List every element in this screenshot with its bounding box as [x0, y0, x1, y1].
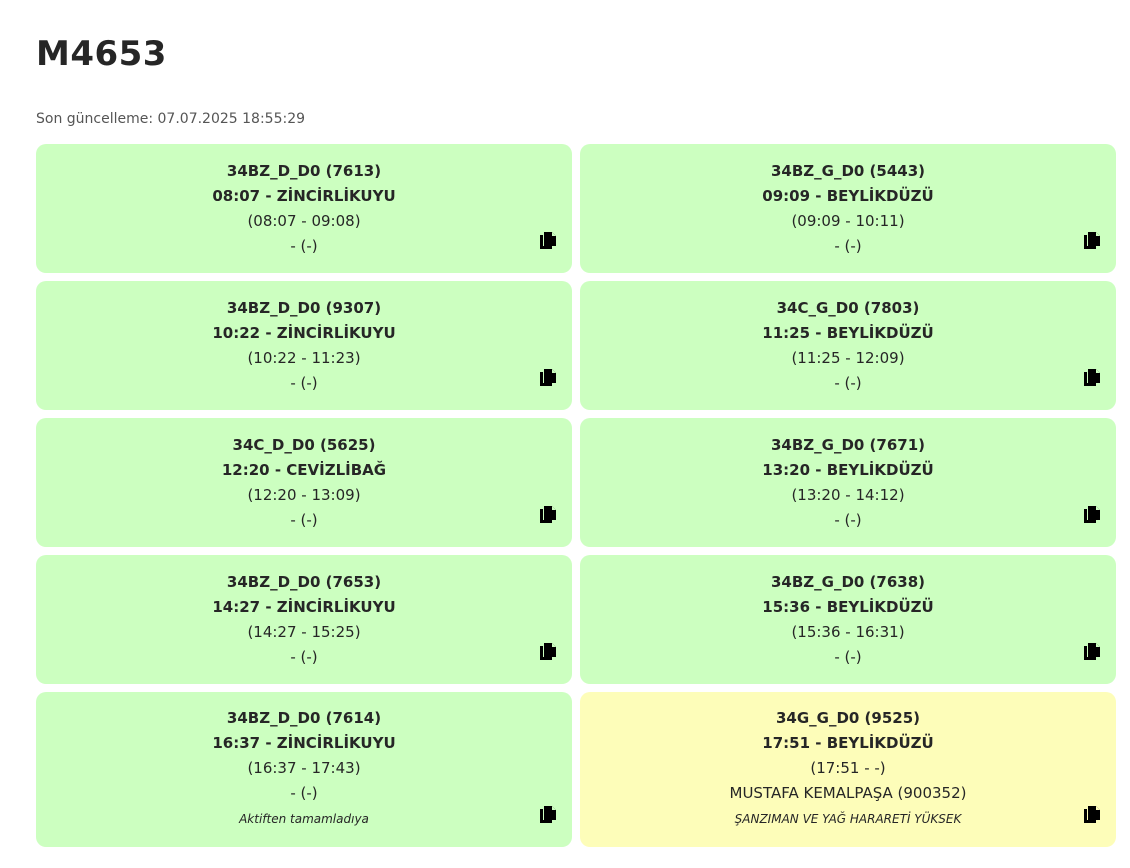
trip-code: 34BZ_D_D0 (7653): [226, 573, 382, 591]
trip-driver: - (-): [834, 648, 862, 666]
trip-departure: 17:51 - BEYLİKDÜZÜ: [762, 734, 934, 752]
trip-departure: 15:36 - BEYLİKDÜZÜ: [762, 598, 934, 616]
last-updated: Son güncelleme: 07.07.2025 18:55:29: [36, 111, 306, 127]
trip-driver: - (-): [834, 237, 862, 255]
trip-card: 34BZ_D_D0 (7613) 08:07 - ZİNCİRLİKUYU (0…: [36, 144, 572, 273]
trip-code: 34BZ_G_D0 (5443): [770, 162, 926, 180]
trip-code: 34BZ_G_D0 (7671): [770, 436, 926, 454]
trip-card: 34BZ_G_D0 (5443) 09:09 - BEYLİKDÜZÜ (09:…: [580, 144, 1116, 273]
trip-time-range: (15:36 - 16:31): [791, 623, 905, 641]
trip-note: ŞANZIMAN VE YAĞ HARARETİ YÜKSEK: [734, 812, 962, 826]
copy-icon[interactable]: [1084, 232, 1100, 249]
trip-card: 34BZ_G_D0 (7638) 15:36 - BEYLİKDÜZÜ (15:…: [580, 555, 1116, 684]
trip-card: 34BZ_D_D0 (7653) 14:27 - ZİNCİRLİKUYU (1…: [36, 555, 572, 684]
copy-icon[interactable]: [1084, 369, 1100, 386]
trip-departure: 10:22 - ZİNCİRLİKUYU: [212, 324, 396, 342]
trip-driver: - (-): [290, 237, 318, 255]
copy-icon[interactable]: [540, 232, 556, 249]
trip-time-range: (14:27 - 15:25): [247, 623, 361, 641]
trip-card: 34BZ_G_D0 (7671) 13:20 - BEYLİKDÜZÜ (13:…: [580, 418, 1116, 547]
trip-code: 34G_G_D0 (9525): [775, 709, 921, 727]
trip-time-range: (12:20 - 13:09): [247, 486, 361, 504]
trip-driver: - (-): [290, 374, 318, 392]
trip-code: 34BZ_G_D0 (7638): [770, 573, 926, 591]
trip-grid: 34BZ_D_D0 (7613) 08:07 - ZİNCİRLİKUYU (0…: [36, 144, 1116, 847]
trip-time-range: (08:07 - 09:08): [247, 212, 361, 230]
trip-time-range: (10:22 - 11:23): [247, 349, 361, 367]
trip-departure: 14:27 - ZİNCİRLİKUYU: [212, 598, 396, 616]
trip-card: 34C_D_D0 (5625) 12:20 - CEVİZLİBAĞ (12:2…: [36, 418, 572, 547]
trip-code: 34C_G_D0 (7803): [776, 299, 920, 317]
trip-card: 34C_G_D0 (7803) 11:25 - BEYLİKDÜZÜ (11:2…: [580, 281, 1116, 410]
copy-icon[interactable]: [1084, 506, 1100, 523]
trip-time-range: (11:25 - 12:09): [791, 349, 905, 367]
trip-card: 34BZ_D_D0 (7614) 16:37 - ZİNCİRLİKUYU (1…: [36, 692, 572, 847]
trip-code: 34BZ_D_D0 (9307): [226, 299, 382, 317]
trip-note: Aktiften tamamladıya: [239, 812, 369, 826]
trip-card: 34BZ_D_D0 (9307) 10:22 - ZİNCİRLİKUYU (1…: [36, 281, 572, 410]
trip-code: 34C_D_D0 (5625): [232, 436, 376, 454]
trip-driver: - (-): [834, 511, 862, 529]
page-title: M4653: [36, 34, 167, 74]
trip-driver: - (-): [290, 648, 318, 666]
trip-driver: - (-): [290, 511, 318, 529]
copy-icon[interactable]: [540, 806, 556, 823]
trip-card-active: 34G_G_D0 (9525) 17:51 - BEYLİKDÜZÜ (17:5…: [580, 692, 1116, 847]
trip-time-range: (09:09 - 10:11): [791, 212, 905, 230]
copy-icon[interactable]: [540, 369, 556, 386]
trip-departure: 13:20 - BEYLİKDÜZÜ: [762, 461, 934, 479]
trip-time-range: (16:37 - 17:43): [247, 759, 361, 777]
trip-time-range: (13:20 - 14:12): [791, 486, 905, 504]
trip-code: 34BZ_D_D0 (7614): [226, 709, 382, 727]
trip-code: 34BZ_D_D0 (7613): [226, 162, 382, 180]
copy-icon[interactable]: [1084, 643, 1100, 660]
trip-departure: 16:37 - ZİNCİRLİKUYU: [212, 734, 396, 752]
trip-driver: MUSTAFA KEMALPAŞA (900352): [729, 784, 967, 802]
trip-departure: 09:09 - BEYLİKDÜZÜ: [762, 187, 934, 205]
copy-icon[interactable]: [1084, 806, 1100, 823]
trip-driver: - (-): [290, 784, 318, 802]
trip-driver: - (-): [834, 374, 862, 392]
copy-icon[interactable]: [540, 506, 556, 523]
copy-icon[interactable]: [540, 643, 556, 660]
trip-time-range: (17:51 - -): [810, 759, 886, 777]
trip-departure: 12:20 - CEVİZLİBAĞ: [221, 461, 387, 479]
trip-departure: 11:25 - BEYLİKDÜZÜ: [762, 324, 934, 342]
trip-departure: 08:07 - ZİNCİRLİKUYU: [212, 187, 396, 205]
